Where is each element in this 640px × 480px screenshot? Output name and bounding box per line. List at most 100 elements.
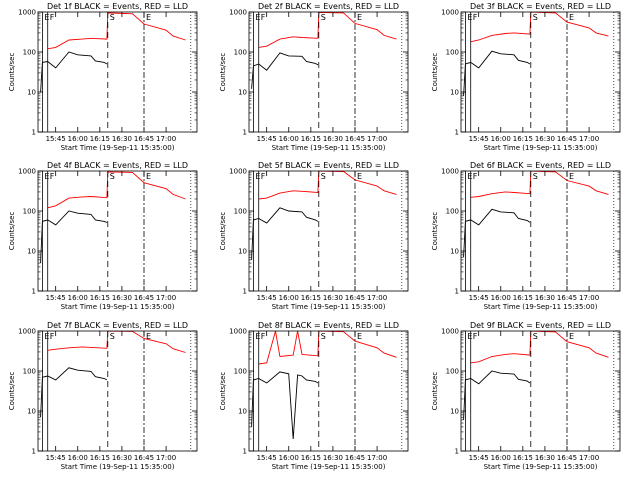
marker-label: F xyxy=(50,13,55,22)
marker-label: S xyxy=(321,13,326,22)
x-axis-label: Start Time (19-Sep-11 15:35:00) xyxy=(272,463,386,471)
x-axis-label: Start Time (19-Sep-11 15:35:00) xyxy=(272,144,386,152)
x-tick-label: 17:00 xyxy=(156,454,176,462)
panel-title: Det 9f BLACK = Events, RED = LLD xyxy=(470,321,611,330)
x-tick-label: 16:15 xyxy=(301,294,321,302)
marker-label: F xyxy=(473,332,478,341)
marker-label: S xyxy=(533,332,538,341)
panel-title: Det 7f BLACK = Events, RED = LLD xyxy=(47,321,188,330)
plot-frame xyxy=(460,330,621,452)
y-tick-label: 1000 xyxy=(18,9,36,17)
y-tick-label: 1000 xyxy=(441,9,459,17)
marker-label: E xyxy=(146,332,151,341)
y-tick-label: 1 xyxy=(455,288,459,296)
y-tick-label: 10 xyxy=(238,408,247,416)
marker-label: E xyxy=(146,13,151,22)
marker-label: E xyxy=(44,172,49,181)
series-events-line xyxy=(463,208,531,258)
x-tick-label: 16:30 xyxy=(535,454,555,462)
x-tick-label: 16:45 xyxy=(134,294,154,302)
y-tick-label: 1000 xyxy=(229,9,247,17)
x-tick-label: 16:45 xyxy=(134,135,154,143)
marker-label: F xyxy=(473,172,478,181)
plot-frame xyxy=(248,330,409,452)
series-lld-line xyxy=(47,171,186,209)
x-axis-label: Start Time (19-Sep-11 15:35:00) xyxy=(272,303,386,311)
y-tick-label: 100 xyxy=(234,49,247,57)
marker-label: E xyxy=(357,332,362,341)
x-tick-label: 16:30 xyxy=(535,135,555,143)
marker-label: E xyxy=(569,13,574,22)
y-tick-label: 10 xyxy=(27,89,36,97)
x-tick-label: 16:00 xyxy=(68,135,88,143)
x-tick-label: 16:15 xyxy=(301,135,321,143)
y-axis-label: Counts/sec xyxy=(431,53,439,92)
marker-label: E xyxy=(569,332,574,341)
marker-label: F xyxy=(50,332,55,341)
x-tick-label: 16:30 xyxy=(112,135,132,143)
marker-label: E xyxy=(146,172,151,181)
x-tick-label: 17:00 xyxy=(579,135,599,143)
plot-frame xyxy=(460,11,621,133)
x-tick-label: 16:30 xyxy=(112,454,132,462)
marker-label: S xyxy=(110,332,115,341)
y-tick-label: 1000 xyxy=(441,168,459,176)
y-tick-label: 1000 xyxy=(229,328,247,336)
y-tick-label: 10 xyxy=(450,408,459,416)
y-axis-label: Counts/sec xyxy=(8,53,16,92)
marker-label: S xyxy=(110,172,115,181)
marker-label: E xyxy=(255,172,260,181)
x-tick-label: 16:00 xyxy=(491,135,511,143)
series-lld-line xyxy=(258,171,397,200)
panel-title: Det 5f BLACK = Events, RED = LLD xyxy=(258,161,399,170)
y-tick-label: 10 xyxy=(450,248,459,256)
marker-label: E xyxy=(44,332,49,341)
y-tick-label: 100 xyxy=(23,49,36,57)
x-tick-label: 17:00 xyxy=(156,294,176,302)
series-lld-line xyxy=(47,331,186,353)
x-tick-label: 17:00 xyxy=(367,454,387,462)
x-tick-label: 15:45 xyxy=(469,454,489,462)
x-tick-label: 16:00 xyxy=(279,294,299,302)
series-lld-line xyxy=(258,12,397,48)
y-axis-label: Counts/sec xyxy=(431,372,439,411)
y-tick-label: 1000 xyxy=(18,328,36,336)
plot-frame xyxy=(37,330,198,452)
x-tick-label: 15:45 xyxy=(46,294,66,302)
x-tick-label: 16:15 xyxy=(301,454,321,462)
x-tick-label: 17:00 xyxy=(579,454,599,462)
series-events-line xyxy=(463,50,531,96)
x-tick-label: 16:30 xyxy=(112,294,132,302)
x-tick-label: 15:45 xyxy=(46,454,66,462)
x-tick-label: 17:00 xyxy=(579,294,599,302)
x-tick-label: 16:00 xyxy=(491,454,511,462)
y-tick-label: 1000 xyxy=(229,168,247,176)
x-tick-label: 15:45 xyxy=(46,135,66,143)
marker-label: S xyxy=(533,13,538,22)
marker-label: E xyxy=(255,13,260,22)
marker-label: E xyxy=(467,13,472,22)
y-axis-label: Counts/sec xyxy=(8,372,16,411)
panel-title: Det 6f BLACK = Events, RED = LLD xyxy=(470,161,611,170)
plot-frame xyxy=(37,11,198,133)
marker-label: F xyxy=(50,172,55,181)
marker-label: F xyxy=(261,13,266,22)
x-tick-label: 17:00 xyxy=(156,135,176,143)
y-tick-label: 10 xyxy=(27,408,36,416)
x-tick-label: 16:30 xyxy=(323,454,343,462)
panel-title: Det 4f BLACK = Events, RED = LLD xyxy=(47,161,188,170)
x-tick-label: 16:30 xyxy=(323,294,343,302)
y-tick-label: 1 xyxy=(455,448,459,456)
x-tick-label: 16:45 xyxy=(557,135,577,143)
series-lld-line xyxy=(470,171,609,198)
marker-label: E xyxy=(467,172,472,181)
x-tick-label: 16:30 xyxy=(535,294,555,302)
plot-frame xyxy=(248,170,409,292)
y-tick-label: 10 xyxy=(450,89,459,97)
series-events-line xyxy=(251,371,319,440)
